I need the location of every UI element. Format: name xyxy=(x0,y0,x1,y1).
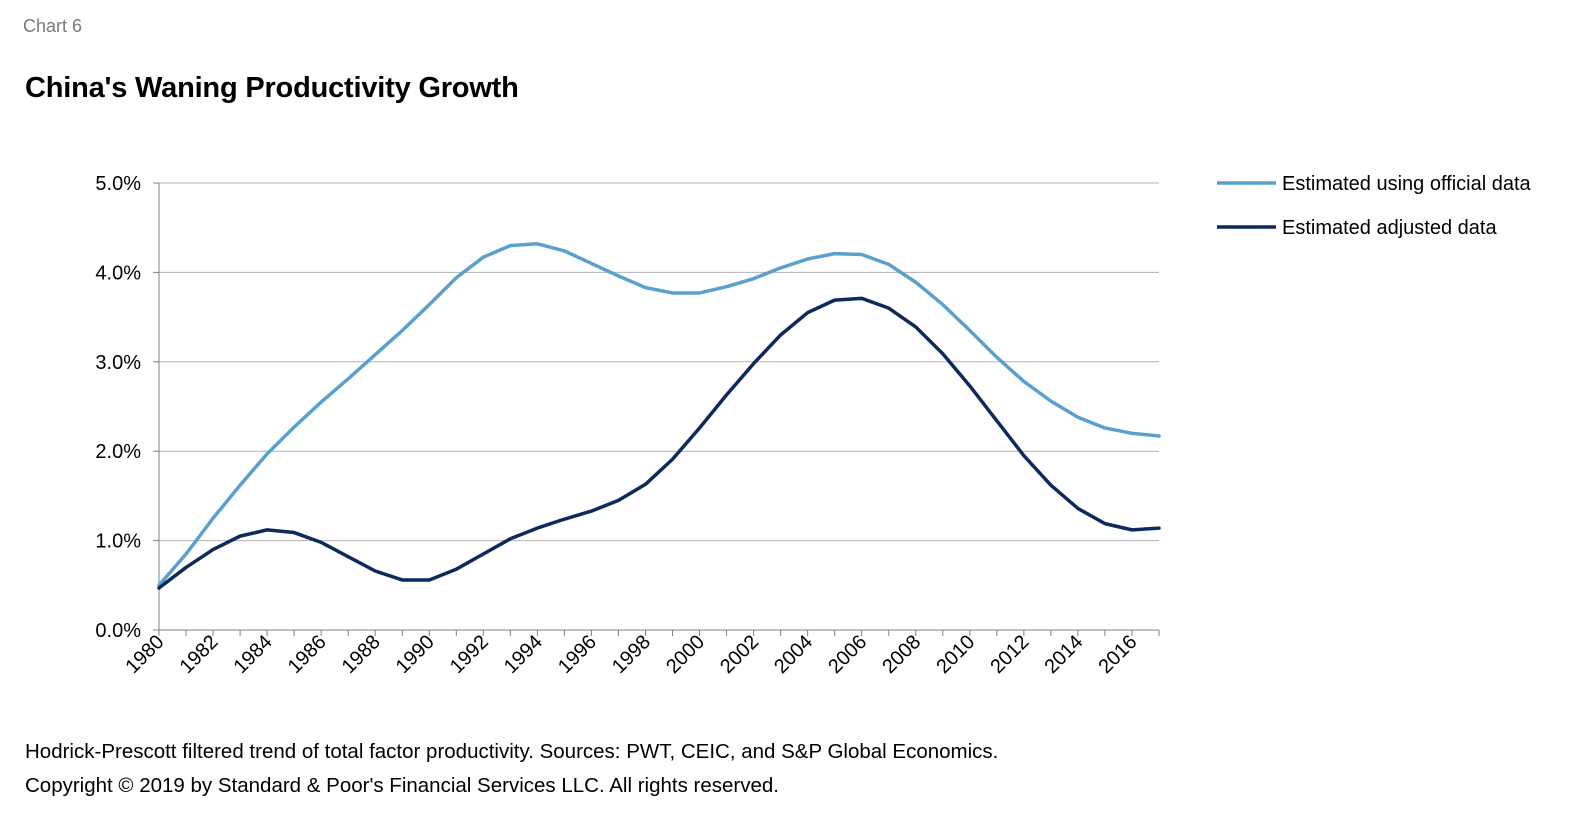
x-tick-label: 2010 xyxy=(932,631,979,678)
axes xyxy=(153,182,1160,636)
legend-label: Estimated adjusted data xyxy=(1282,217,1497,239)
series-lines xyxy=(157,242,1161,590)
x-tick-label: 1992 xyxy=(446,631,493,678)
x-tick-label: 2016 xyxy=(1094,631,1141,678)
y-tick-label: 4.0% xyxy=(95,262,141,284)
x-tick-label: 2014 xyxy=(1040,631,1087,678)
y-axis-tick-labels: 0.0% 1.0% 2.0% 3.0% 4.0% 5.0% xyxy=(95,173,141,642)
grid-lines xyxy=(159,182,1159,542)
series-line-official xyxy=(157,242,1161,588)
y-tick-label: 3.0% xyxy=(95,352,141,374)
chart-label: Chart 6 xyxy=(23,16,83,36)
x-tick-label: 1982 xyxy=(176,631,223,678)
chart-title: China's Waning Productivity Growth xyxy=(25,72,519,104)
x-tick-label: 2000 xyxy=(662,631,709,678)
x-tick-label: 1996 xyxy=(554,631,601,678)
x-tick-label: 1990 xyxy=(392,631,439,678)
x-axis-tick-labels: 1980 1982 1984 1986 1988 1990 1992 1994 1996 1998… xyxy=(122,631,1142,678)
x-tick-label: 2012 xyxy=(986,631,1033,678)
y-tick-label: 2.0% xyxy=(95,441,141,463)
x-tick-label: 2002 xyxy=(716,631,763,678)
source-footnote: Hodrick-Prescott filtered trend of total… xyxy=(25,740,999,763)
x-tick-label: 1998 xyxy=(608,631,655,678)
x-tick-label: 2006 xyxy=(824,631,871,678)
copyright-footnote: Copyright © 2019 by Standard & Poor's Fi… xyxy=(25,774,779,797)
series-line-adjusted xyxy=(157,296,1161,590)
x-tick-label: 1988 xyxy=(338,631,385,678)
y-tick-label: 5.0% xyxy=(95,173,141,195)
x-tick-label: 1986 xyxy=(284,631,331,678)
y-tick-label: 0.0% xyxy=(95,620,141,642)
x-tick-label: 2004 xyxy=(770,631,817,678)
x-tick-label: 1994 xyxy=(500,631,547,678)
line-chart: 0.0% 1.0% 2.0% 3.0% 4.0% 5.0% 1980 1982 1984 198… xyxy=(95,173,1532,678)
x-tick-label: 1984 xyxy=(230,631,277,678)
legend-label: Estimated using official data xyxy=(1282,173,1532,195)
legend: Estimated using official data Estimated a… xyxy=(1217,173,1532,239)
y-tick-label: 1.0% xyxy=(95,531,141,553)
x-tick-label: 2008 xyxy=(878,631,925,678)
